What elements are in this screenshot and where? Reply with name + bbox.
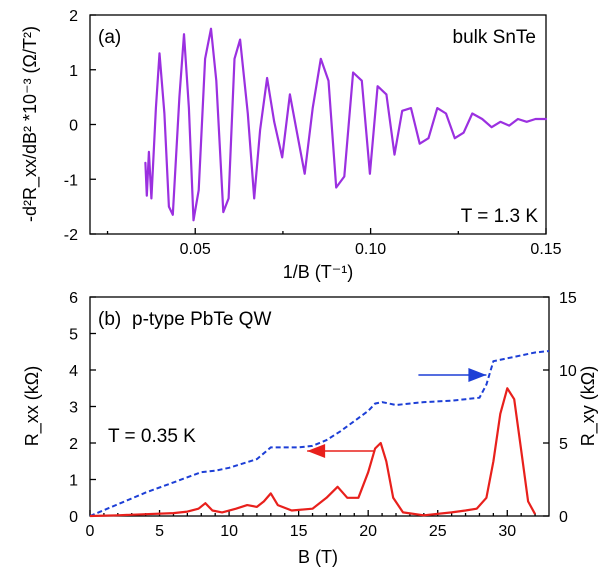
panel-b-x-axis-title: B (T)	[298, 547, 338, 567]
panel-a-x-tick-label: 0.05	[180, 241, 211, 258]
panel-a-x-ticks	[106, 228, 547, 234]
panel-b-left-y-ticks	[90, 296, 96, 517]
panel-b-left-y-tick-label: 3	[69, 400, 78, 417]
panel-b-left-y-tick-label: 5	[69, 327, 78, 344]
panel-b-x-tick-label: 15	[290, 523, 308, 540]
panel-a-oscillation-line	[144, 27, 548, 222]
panel-a-y-tick-label: 0	[69, 118, 78, 135]
panel-a-y-tick-labels: -2 -1 0 1 2	[64, 8, 78, 244]
rxx-arrow-head	[307, 444, 326, 458]
panel-b-left-y-tick-label: 2	[69, 436, 78, 453]
panel-b-x-tick-labels: 0 5 10 15 20 25 30	[86, 523, 517, 540]
panel-b-x-tick-label: 10	[220, 523, 238, 540]
panel-b-left-y-tick-label: 6	[69, 290, 78, 307]
panel-b-left-y-tick-label: 1	[69, 473, 78, 490]
panel-b-right-y-tick-label: 0	[559, 509, 568, 526]
panel-b-temperature-label: T = 0.35 K	[108, 426, 196, 447]
panel-a-x-tick-label: 0.15	[530, 241, 561, 258]
panel-a-y-tick-label: -1	[64, 172, 78, 189]
panel-a-y-tick-label: 1	[69, 63, 78, 80]
panel-b-right-y-tick-label: 5	[559, 436, 568, 453]
panel-b-label: (b)	[98, 309, 121, 330]
panel-b-right-y-ticks	[543, 296, 549, 517]
panel-b-right-y-tick-labels: 0 5 10 15	[559, 290, 577, 526]
panel-a-y-ticks	[90, 14, 96, 235]
rxy-arrow-head	[468, 368, 487, 382]
panel-b-x-tick-label: 25	[429, 523, 447, 540]
panel-b-x-tick-label: 30	[498, 523, 516, 540]
panel-a-y-tick-label: -2	[64, 227, 78, 244]
panel-b-right-y-tick-label: 15	[559, 290, 577, 307]
panel-b-arrows	[307, 368, 487, 458]
panel-a-label: (a)	[98, 27, 121, 48]
panel-b-x-tick-label: 0	[86, 523, 95, 540]
panel-a-temperature-label: T = 1.3 K	[461, 206, 539, 227]
panel-b-rxx-solid-line	[89, 387, 537, 518]
panel-b-annotation: p-type PbTe QW	[132, 309, 271, 330]
panel-b-right-y-tick-label: 10	[559, 363, 577, 380]
panel-b-x-tick-label: 5	[155, 523, 164, 540]
panel-b-left-y-tick-label: 0	[69, 509, 78, 526]
panel-a-x-tick-label: 0.10	[355, 241, 386, 258]
panel-b-left-y-tick-labels: 0 1 2 3 4 5 6	[69, 290, 78, 526]
panel-b-x-tick-label: 20	[359, 523, 377, 540]
panel-a-y-axis-title: -d²R_xx/dB² *10⁻³ (Ω/T²)	[20, 26, 41, 222]
panel-a-x-tick-labels: 0.05 0.10 0.15	[180, 241, 562, 258]
panel-b: 0 5 10 15 20 25 30 0 1 2 3 4 5 6 0 5 10 15 (b) p-type P…	[22, 290, 599, 567]
panel-b-right-y-axis-title: R_xy (kΩ)	[578, 366, 599, 446]
panel-b-left-y-axis-title: R_xx (kΩ)	[22, 366, 43, 446]
panel-a-x-axis-title: 1/B (T⁻¹)	[283, 262, 354, 282]
panel-a: 0.05 0.10 0.15 -2 -1 0 1 2 (a) bulk SnTe T = 1…	[20, 8, 562, 282]
panel-a-annotation: bulk SnTe	[453, 27, 536, 48]
panel-b-left-y-tick-label: 4	[69, 363, 78, 380]
panel-a-y-tick-label: 2	[69, 8, 78, 25]
